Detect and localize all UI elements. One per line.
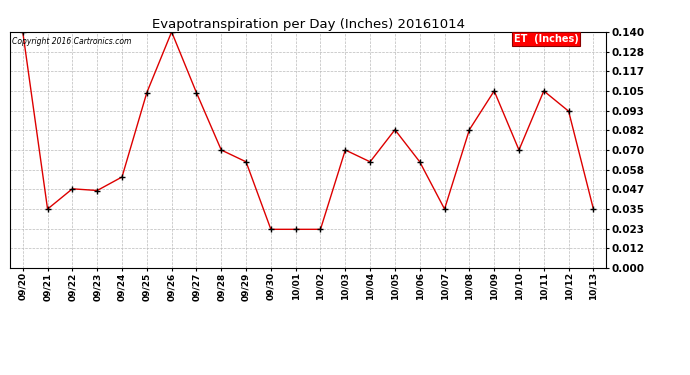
Text: ET  (Inches): ET (Inches) xyxy=(513,34,578,44)
Text: Copyright 2016 Cartronics.com: Copyright 2016 Cartronics.com xyxy=(12,37,131,46)
Title: Evapotranspiration per Day (Inches) 20161014: Evapotranspiration per Day (Inches) 2016… xyxy=(152,18,464,31)
